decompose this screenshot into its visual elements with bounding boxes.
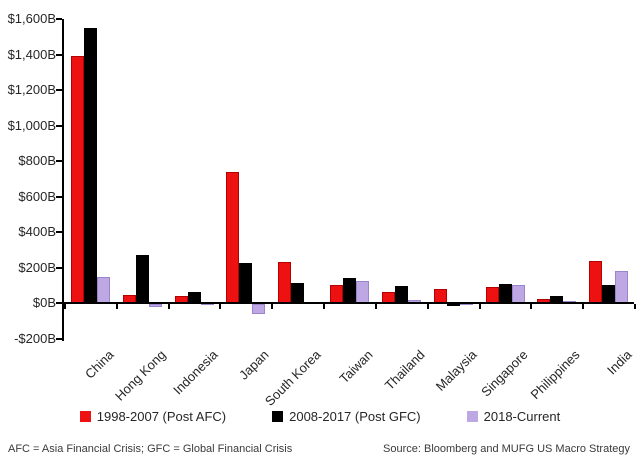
y-axis-line [62,19,64,341]
footnote-abbreviations: AFC = Asia Financial Crisis; GFC = Globa… [8,443,293,455]
y-axis-label: $1,600B [7,11,56,26]
y-axis-label: $1,400B [7,47,56,62]
x-axis-tick [375,304,377,309]
x-axis-tick [582,304,584,309]
x-axis-tick [64,304,66,309]
x-axis-tick [116,304,118,309]
legend-swatch-purple [466,411,478,422]
y-axis-label: $400B [18,224,56,239]
bar-india-s0 [589,261,602,304]
y-axis-tick [56,196,62,198]
x-axis-tick [271,304,273,309]
bar-taiwan-s2 [356,281,369,303]
footnote-source: Source: Bloomberg and MUFG US Macro Stra… [383,443,630,455]
bar-china-s0 [71,56,84,303]
plot-area: $1,600B $1,400B $1,200B $1,000B $800B $600B $4… [7,11,636,409]
bar-south-korea-s1 [291,283,304,303]
x-axis-line [62,302,634,304]
bar-hong-kong-s2 [149,304,162,307]
x-axis-tick [219,304,221,309]
legend-item-2018-current: 2018-Current [466,409,561,424]
x-axis-tick [479,304,481,309]
y-axis-tick [56,302,62,304]
x-axis-tick [634,304,636,309]
legend-item-post-afc: 1998-2007 (Post AFC) [79,409,227,424]
bar-japan-s0 [226,172,239,304]
y-axis-tick [56,231,62,233]
x-axis-tick [427,304,429,309]
bar-singapore-s0 [486,287,499,303]
legend: 1998-2007 (Post AFC) 2008-2017 (Post GFC… [0,409,640,424]
bar-malaysia-s1 [447,304,460,306]
bar-south-korea-s0 [278,262,291,304]
y-axis-tick [56,54,62,56]
legend-label-post-afc: 1998-2007 (Post AFC) [96,409,227,424]
bar-taiwan-s1 [343,278,356,304]
bar-japan-s1 [239,263,252,304]
legend-swatch-black [272,411,284,422]
legend-label-2018-current: 2018-Current [483,409,561,424]
bar-china-s2 [97,277,110,304]
bar-china-s1 [84,28,97,304]
legend-item-post-gfc: 2008-2017 (Post GFC) [272,409,421,424]
y-axis-label: $600B [18,189,56,204]
y-axis-tick [56,267,62,269]
x-axis-tick [530,304,532,309]
y-axis-label: $800B [18,153,56,168]
bar-india-s2 [615,271,628,304]
legend-swatch-red [79,411,91,422]
y-axis-tick [56,160,62,162]
y-axis-label: $1,200B [7,82,56,97]
y-axis-label: $0B [32,295,56,310]
x-axis-tick [168,304,170,309]
bar-malaysia-s0 [434,289,447,303]
y-axis-tick [56,18,62,20]
bar-singapore-s1 [499,284,512,304]
y-axis-label: $200B [18,260,56,275]
legend-label-post-gfc: 2008-2017 (Post GFC) [289,409,421,424]
y-axis-label: -$200B [14,331,56,346]
bar-japan-s2 [252,304,265,314]
footnote-row: AFC = Asia Financial Crisis; GFC = Globa… [0,443,640,455]
y-axis-tick [56,338,62,340]
bar-hong-kong-s1 [136,255,149,303]
x-axis-tick [323,304,325,309]
y-axis-label: $1,000B [7,118,56,133]
y-axis-tick [56,125,62,127]
y-axis-tick [56,89,62,91]
